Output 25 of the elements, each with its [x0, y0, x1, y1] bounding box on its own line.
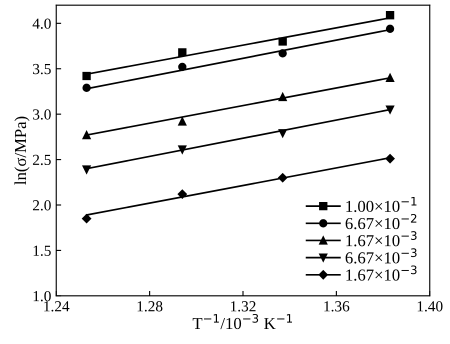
y-tick-label: 1.5: [34, 246, 51, 256]
x-tick-label: 1.36: [324, 301, 350, 312]
x-axis-title: T$^{−1}$/10$^{−3}$ K$^{−1}$: [192, 314, 292, 330]
point: [386, 74, 394, 82]
point: [82, 214, 92, 224]
x-tick-label: 1.28: [138, 301, 162, 312]
x-tick-label: 1.32: [230, 301, 256, 312]
legend-label: 1.67×10$^{−3}$: [346, 231, 417, 246]
legend-label: 6.67×10$^{−2}$: [346, 214, 416, 230]
point: [178, 48, 186, 57]
y-tick-label: 4.0: [32, 18, 51, 29]
y-tick-label: 2.0: [32, 200, 51, 211]
y-tick-label: 3.0: [33, 109, 51, 120]
point: [178, 117, 186, 126]
legend-label: 6.67×10$^{−3}$: [346, 248, 417, 264]
y-axis-title: ln(σ/MPa): [14, 116, 30, 185]
y-tick-label: 1.0: [34, 290, 51, 302]
y-tick-label: 3.5: [33, 64, 51, 74]
point: [82, 165, 91, 174]
x-tick-label: 1.40: [418, 301, 443, 312]
x-tick-label: 1.24: [44, 301, 70, 312]
legend-label: 1.67×10$^{−3}$: [346, 265, 417, 281]
legend-label: 1.00×10$^{−1}$: [346, 196, 416, 212]
point: [178, 189, 187, 199]
y-tick-label: 2.5: [32, 154, 51, 166]
